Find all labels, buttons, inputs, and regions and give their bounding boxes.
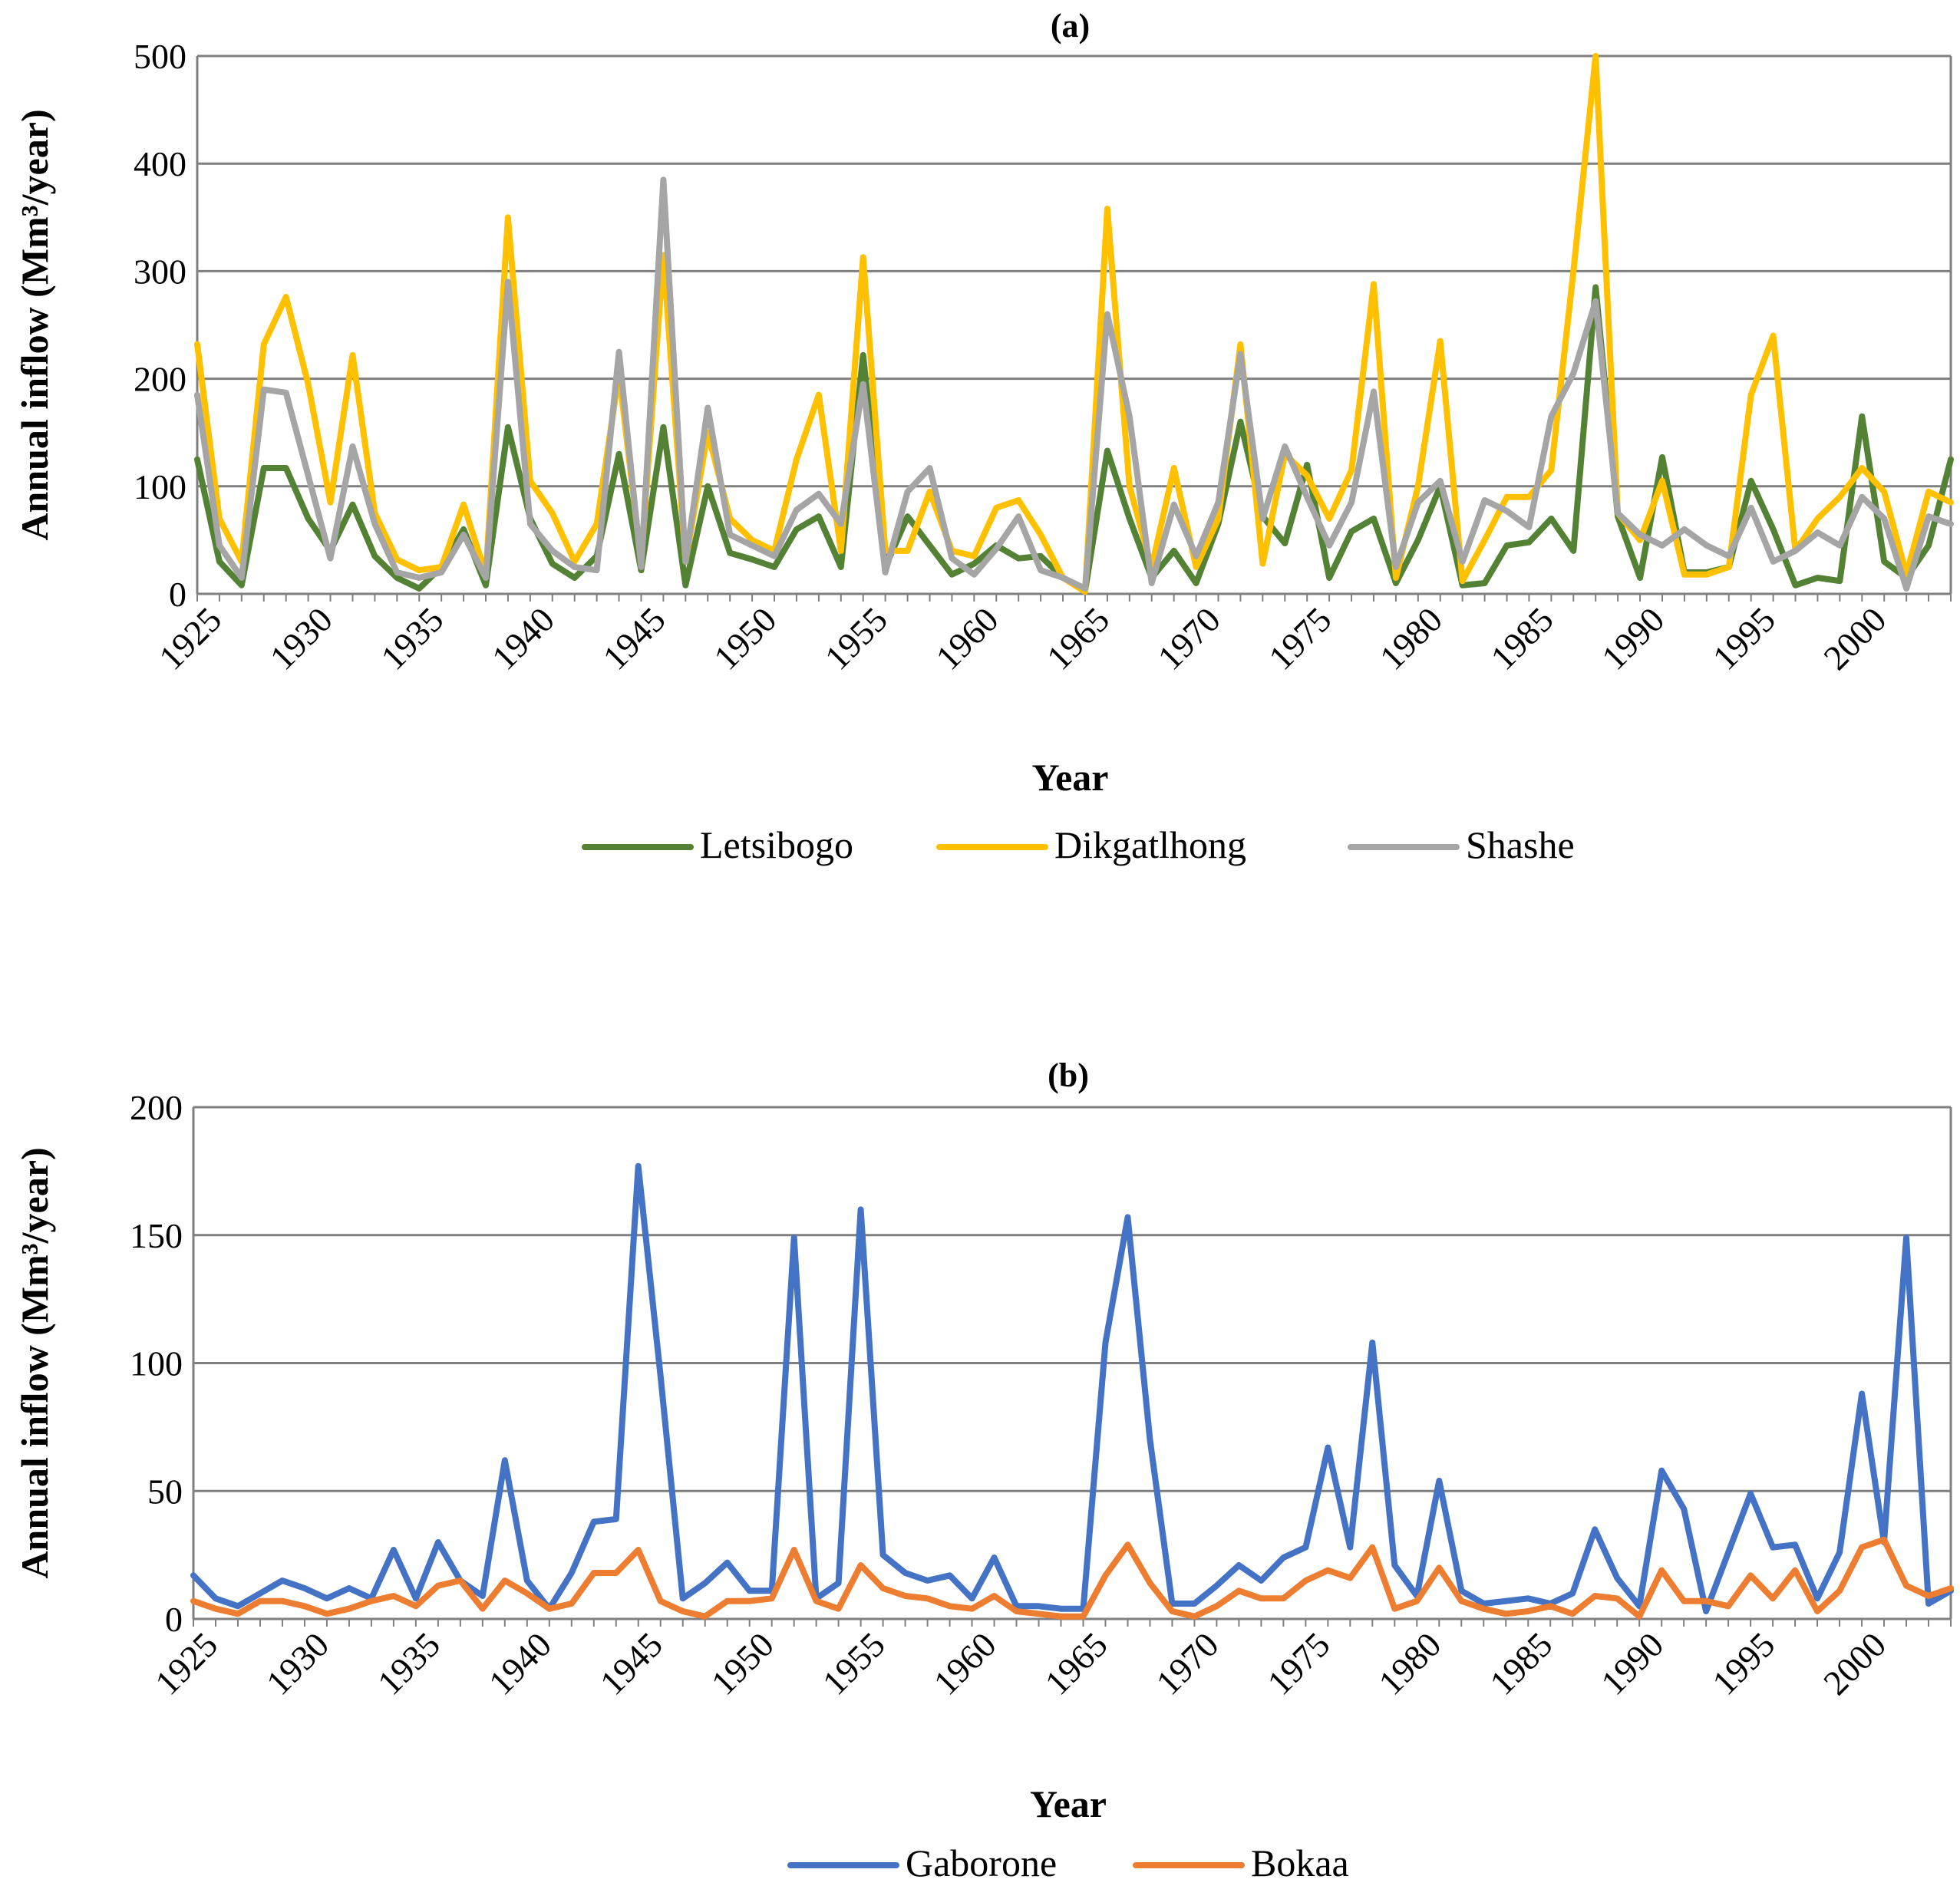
x-tick-label: 1960 — [926, 1625, 1004, 1703]
x-tick-label: 1950 — [706, 600, 784, 678]
y-axis-title: Annual inflow (Mm³/year) — [13, 1147, 56, 1578]
x-tick-label: 1995 — [1705, 600, 1783, 678]
x-tick-label: 1955 — [817, 600, 895, 678]
panel-a-chart: (a) 0 100 200 300 400 500 1925 1930 1935 1940 1945 1… — [13, 7, 1954, 866]
x-tick-label: 1945 — [592, 1625, 670, 1703]
y-tick-label: 0 — [165, 1600, 183, 1639]
chart-title: (b) — [1048, 1057, 1089, 1094]
chart-title: (a) — [1051, 7, 1090, 45]
legend-label-bokaa: Bokaa — [1251, 1841, 1349, 1884]
series-line-dikgatlhong — [194, 53, 1954, 595]
x-tick-label: 1970 — [1149, 1625, 1226, 1703]
x-tick-label: 1935 — [373, 600, 450, 678]
x-tick-label: 1985 — [1482, 1625, 1559, 1703]
x-tick-label: 1930 — [262, 600, 340, 678]
x-tick-label: 1980 — [1371, 1625, 1448, 1703]
y-tick-label: 100 — [134, 467, 186, 506]
y-tick-label: 400 — [134, 144, 186, 183]
series-line-shashe — [194, 176, 1954, 592]
x-tick-label: 1945 — [596, 600, 673, 678]
x-tick-label: 1975 — [1261, 600, 1338, 678]
y-axis-title: Annual inflow (Mm³/year) — [13, 109, 56, 540]
x-tick-label: 1970 — [1150, 600, 1228, 678]
x-tick-label: 1975 — [1259, 1625, 1337, 1703]
x-tick-label: 1995 — [1704, 1625, 1782, 1703]
legend-label-letsibogo: Letsibogo — [700, 823, 853, 866]
y-tick-label: 100 — [130, 1344, 183, 1383]
x-tick-label: 1965 — [1038, 1625, 1115, 1703]
y-tick-label: 200 — [130, 1088, 183, 1127]
x-tick-label: 1990 — [1594, 600, 1671, 678]
x-tick-label: 1965 — [1039, 600, 1117, 678]
y-tick-label: 500 — [134, 37, 186, 76]
y-tick-label: 300 — [134, 252, 186, 291]
x-tick-label: 1990 — [1593, 1625, 1671, 1703]
series-line-bokaa — [190, 1536, 1954, 1620]
y-tick-label: 50 — [147, 1472, 183, 1511]
x-tick-label: 1935 — [370, 1625, 447, 1703]
legend-label-dikgatlhong: Dikgatlhong — [1054, 823, 1246, 866]
x-tick-label: 1940 — [481, 1625, 559, 1703]
legend-label-shashe: Shashe — [1466, 823, 1575, 866]
y-tick-label: 150 — [130, 1216, 183, 1255]
x-tick-label: 1950 — [704, 1625, 781, 1703]
x-tick-label: 1925 — [151, 600, 229, 678]
x-tick-label: 1940 — [484, 600, 562, 678]
x-tick-label: 1980 — [1372, 600, 1450, 678]
x-tick-label: 1930 — [259, 1625, 336, 1703]
x-tick-label: 1955 — [815, 1625, 893, 1703]
x-tick-label: 2000 — [1816, 600, 1893, 678]
series-line-gaborone — [190, 1162, 1954, 1614]
panel-b-chart: (b) 0 50 100 150 200 1925 1930 1935 1940 1945 1950 1… — [13, 1057, 1954, 1884]
x-tick-label: 1985 — [1483, 600, 1561, 678]
y-tick-label: 0 — [169, 575, 186, 614]
x-tick-label: 2000 — [1816, 1625, 1893, 1703]
x-tick-label: 1960 — [928, 600, 1005, 678]
x-axis-title: Year — [1030, 1782, 1107, 1825]
x-axis-title: Year — [1032, 756, 1109, 799]
x-tick-label: 1925 — [147, 1625, 225, 1703]
y-tick-label: 200 — [134, 360, 186, 399]
legend-label-gaborone: Gaborone — [906, 1841, 1057, 1884]
